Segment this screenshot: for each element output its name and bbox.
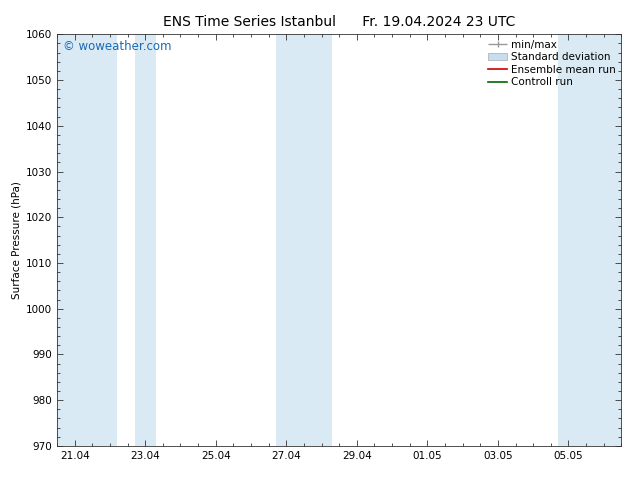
Bar [134,34,156,446]
Y-axis label: Surface Pressure (hPa): Surface Pressure (hPa) [12,181,22,299]
Bar [276,34,332,446]
Title: ENS Time Series Istanbul      Fr. 19.04.2024 23 UTC: ENS Time Series Istanbul Fr. 19.04.2024 … [163,15,515,29]
Bar [558,34,621,446]
Text: © woweather.com: © woweather.com [63,41,171,53]
Legend: min/max, Standard deviation, Ensemble mean run, Controll run: min/max, Standard deviation, Ensemble me… [486,37,618,89]
Bar [57,34,117,446]
